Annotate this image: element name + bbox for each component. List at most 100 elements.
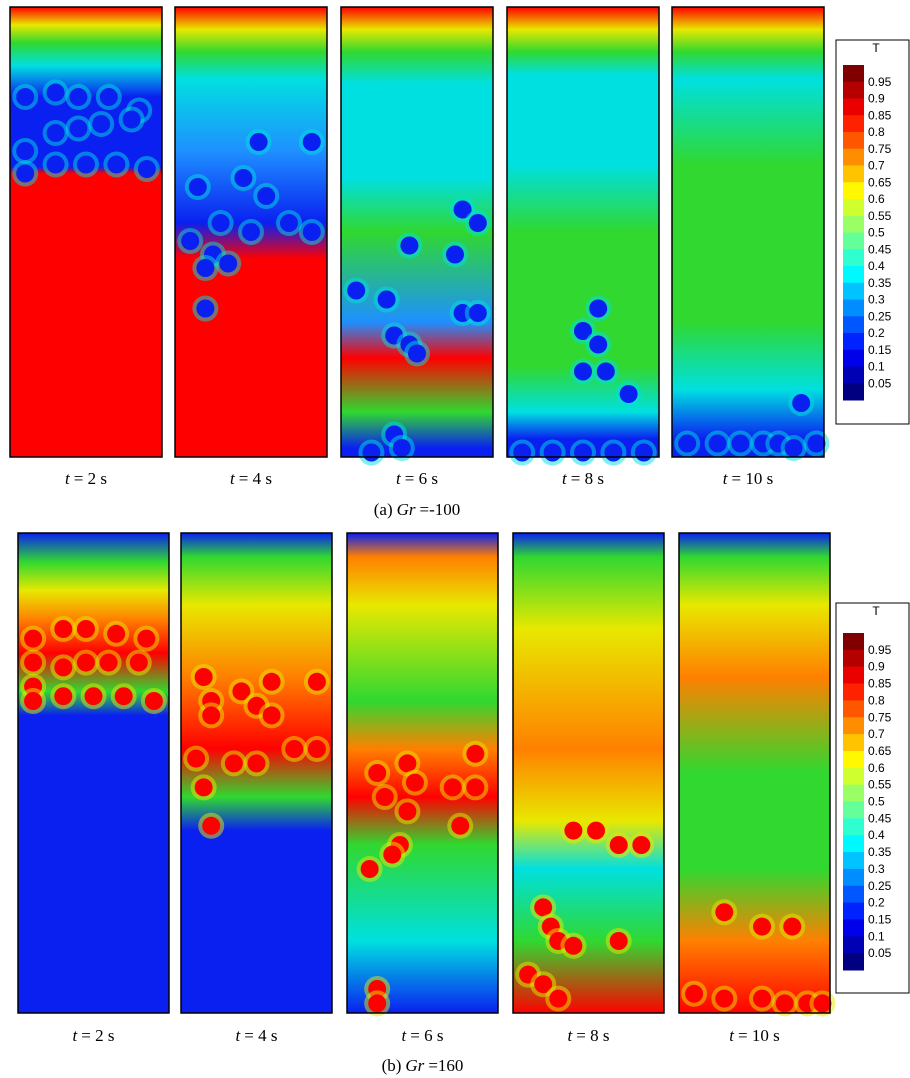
- colorbar-band: [843, 919, 864, 936]
- particle: [92, 115, 110, 133]
- particle: [187, 750, 205, 768]
- particle: [16, 165, 34, 183]
- time-variable: t: [396, 469, 402, 488]
- particle: [408, 345, 426, 363]
- colorbar-band: [843, 182, 864, 199]
- particle: [77, 156, 95, 174]
- particle: [219, 255, 237, 273]
- colorbar-title: T: [872, 41, 880, 55]
- colorbar-band: [843, 115, 864, 132]
- colorbar-band: [843, 734, 864, 751]
- time-value: = 6 s: [410, 1026, 443, 1045]
- panel-label: t= 6 s: [396, 469, 438, 488]
- particle: [549, 990, 567, 1008]
- particle: [196, 259, 214, 277]
- particle: [574, 444, 592, 462]
- colorbar-label: 0.95: [868, 643, 892, 657]
- time-variable: t: [65, 469, 71, 488]
- particle: [202, 706, 220, 724]
- particle: [597, 363, 615, 381]
- colorbar-band: [843, 751, 864, 768]
- particle: [685, 985, 703, 1003]
- particle: [469, 214, 487, 232]
- colorbar-band: [843, 818, 864, 835]
- particle: [368, 994, 386, 1012]
- particle: [24, 630, 42, 648]
- particle: [280, 214, 298, 232]
- time-value: = 8 s: [571, 469, 604, 488]
- particle: [544, 444, 562, 462]
- particle: [248, 754, 266, 772]
- colorbar-band: [843, 216, 864, 233]
- colorbar-band: [843, 333, 864, 350]
- particle: [513, 444, 531, 462]
- particle: [678, 435, 696, 453]
- colorbar-label: 0.2: [868, 326, 885, 340]
- particle: [451, 817, 469, 835]
- particle: [54, 687, 72, 705]
- colorbar-band: [843, 199, 864, 216]
- particle: [635, 444, 653, 462]
- colorbar-band: [843, 869, 864, 886]
- time-value: = 4 s: [244, 1026, 277, 1045]
- particle: [783, 918, 801, 936]
- particle: [444, 778, 462, 796]
- caption-value: =160: [428, 1056, 463, 1075]
- time-value: = 6 s: [405, 469, 438, 488]
- colorbar-label: 0.75: [868, 710, 892, 724]
- colorbar-label: 0.95: [868, 75, 892, 89]
- colorbar-label: 0.9: [868, 660, 885, 674]
- particle: [242, 223, 260, 241]
- particle: [610, 836, 628, 854]
- colorbar-band: [843, 768, 864, 785]
- colorbar-label: 0.2: [868, 896, 885, 910]
- colorbar-label: 0.9: [868, 92, 885, 106]
- particle: [234, 169, 252, 187]
- colorbar-band: [843, 717, 864, 734]
- particle: [137, 630, 155, 648]
- particle: [792, 394, 810, 412]
- colorbar-band: [843, 316, 864, 333]
- colorbar-label: 0.6: [868, 761, 885, 775]
- particle: [69, 120, 87, 138]
- particle: [715, 903, 733, 921]
- time-variable: t: [230, 469, 236, 488]
- particle: [807, 435, 825, 453]
- caption-variable: Gr: [405, 1056, 424, 1075]
- particle: [753, 990, 771, 1008]
- colorbar-band: [843, 233, 864, 250]
- colorbar-label: 0.05: [868, 376, 892, 390]
- colorbar-label: 0.5: [868, 795, 885, 809]
- particle: [466, 778, 484, 796]
- particle: [16, 142, 34, 160]
- colorbar-label: 0.8: [868, 125, 885, 139]
- particle: [361, 860, 379, 878]
- colorbar-band: [843, 903, 864, 920]
- colorbar-band: [843, 367, 864, 384]
- particle: [123, 111, 141, 129]
- colorbar-band: [843, 350, 864, 367]
- colorbar-band: [843, 936, 864, 953]
- colorbar-label: 0.85: [868, 677, 892, 691]
- particle: [574, 363, 592, 381]
- colorbar-band: [843, 383, 864, 400]
- time-variable: t: [562, 469, 568, 488]
- field-panel: [10, 7, 162, 457]
- particle: [263, 706, 281, 724]
- colorbar-label: 0.55: [868, 778, 892, 792]
- particle: [250, 133, 268, 151]
- particle: [145, 692, 163, 710]
- particle: [785, 439, 803, 457]
- particle: [47, 124, 65, 142]
- particle: [564, 937, 582, 955]
- particle: [100, 654, 118, 672]
- particle: [383, 846, 401, 864]
- particle: [16, 88, 34, 106]
- particle: [715, 990, 733, 1008]
- particle: [564, 822, 582, 840]
- colorbar-label: 0.45: [868, 242, 892, 256]
- particle: [393, 439, 411, 457]
- colorbar-band: [843, 300, 864, 317]
- colorbar-band: [843, 700, 864, 717]
- colorbar-band: [843, 886, 864, 903]
